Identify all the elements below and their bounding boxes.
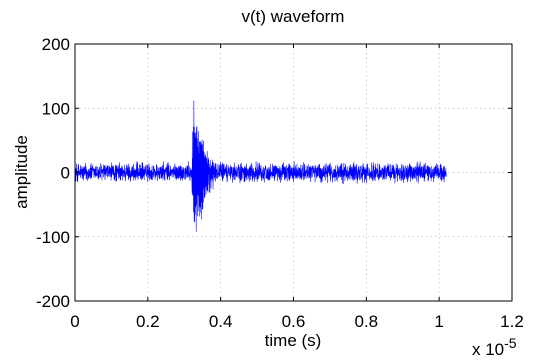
x-tick-label: 0.2 xyxy=(136,312,160,331)
x-axis-multiplier: x 10-5 xyxy=(472,335,517,359)
y-axis-label: amplitude xyxy=(12,135,31,209)
x-tick-label: 0.4 xyxy=(209,312,233,331)
x-axis-ticks: 0 0.2 0.4 0.6 0.8 1 1.2 xyxy=(70,44,524,331)
x-tick-label: 0 xyxy=(70,312,79,331)
x-axis-label: time (s) xyxy=(265,331,322,350)
x-tick-label: 0.6 xyxy=(282,312,306,331)
x-axis-multiplier-base: x 10 xyxy=(472,340,504,359)
series-line xyxy=(74,100,447,232)
x-axis-multiplier-exponent: -5 xyxy=(504,335,517,351)
y-tick-label: -200 xyxy=(36,292,70,311)
y-tick-label: 200 xyxy=(42,35,70,54)
chart-title: v(t) waveform xyxy=(242,7,345,26)
x-tick-label: 0.8 xyxy=(355,312,379,331)
series-group xyxy=(74,100,447,232)
y-axis-ticks: -200 -100 0 100 200 xyxy=(36,35,512,311)
y-tick-label: -100 xyxy=(36,228,70,247)
x-tick-label: 1 xyxy=(434,312,443,331)
x-tick-label: 1.2 xyxy=(500,312,524,331)
y-tick-label: 0 xyxy=(61,164,70,183)
y-tick-label: 100 xyxy=(42,99,70,118)
